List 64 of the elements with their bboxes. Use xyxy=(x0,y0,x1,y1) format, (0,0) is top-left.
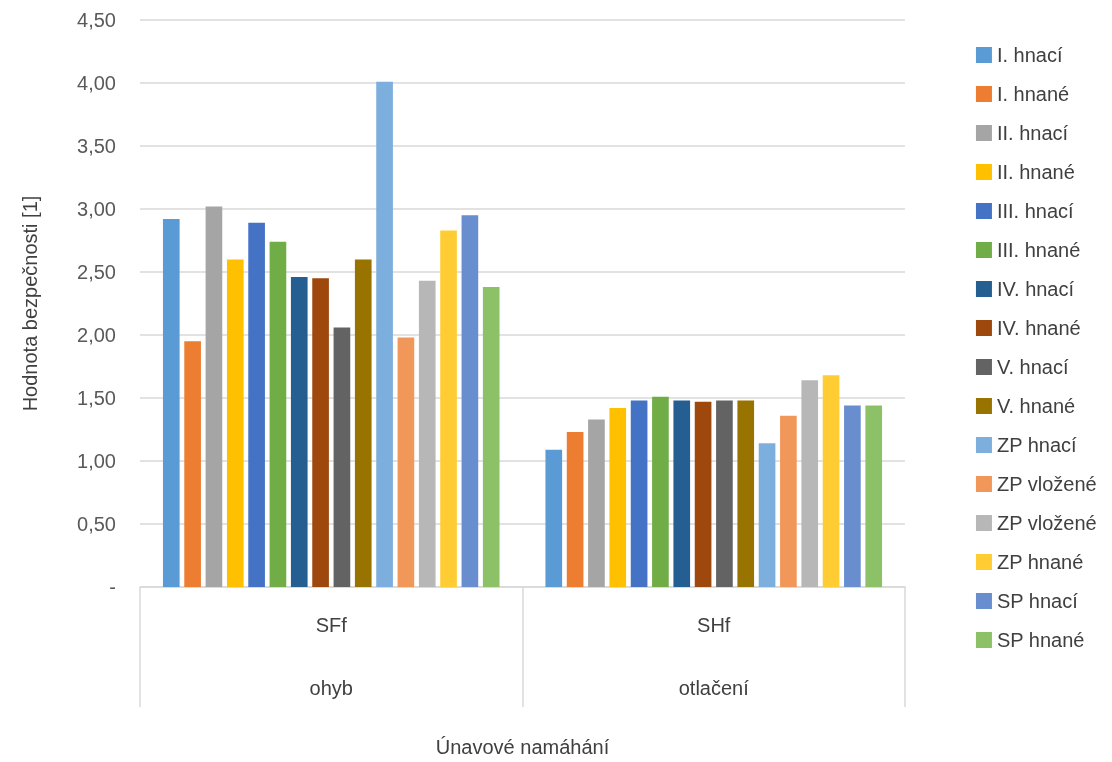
bar xyxy=(312,278,329,587)
bar xyxy=(652,396,669,587)
bar xyxy=(694,401,712,587)
y-tick-label: 1,00 xyxy=(77,450,116,472)
bar xyxy=(844,405,861,587)
y-tick-label: 4,00 xyxy=(77,72,116,94)
bar xyxy=(440,230,457,587)
bar xyxy=(290,277,308,587)
bar xyxy=(780,415,797,587)
y-tick-label: 0,50 xyxy=(77,513,116,535)
legend-label: IV. hnané xyxy=(996,317,1081,339)
legend-label: SP hnané xyxy=(996,629,1085,651)
bar xyxy=(630,400,648,587)
bar xyxy=(461,215,479,587)
bar xyxy=(482,287,500,587)
bar xyxy=(566,432,584,587)
legend-label: ZP hnané xyxy=(996,551,1084,573)
bar xyxy=(354,259,372,587)
legend-label: II. hnací xyxy=(996,122,1069,144)
bar xyxy=(226,259,244,587)
y-tick-label: 1,50 xyxy=(77,387,116,409)
x-tick-label: SHf xyxy=(697,614,731,636)
bar xyxy=(801,380,819,587)
y-tick-label: 4,50 xyxy=(77,9,116,31)
legend-label: III. hnané xyxy=(996,239,1081,261)
y-tick-label: 2,50 xyxy=(77,261,116,283)
bar xyxy=(269,241,287,587)
bar xyxy=(609,408,627,587)
bar xyxy=(333,327,351,587)
legend-label: II. hnané xyxy=(996,161,1075,183)
bar xyxy=(418,280,436,587)
bar xyxy=(758,443,776,587)
y-tick-label: 3,00 xyxy=(77,198,116,220)
bar xyxy=(545,449,563,587)
legend-label: SP hnací xyxy=(996,590,1079,612)
legend-label: ZP vložené xyxy=(996,512,1097,534)
bar xyxy=(184,341,201,587)
legend-label: ZP hnací xyxy=(996,434,1078,456)
bar xyxy=(716,400,733,587)
y-tick-label: - xyxy=(109,576,116,598)
bar xyxy=(822,375,840,587)
text: otlačení xyxy=(678,677,750,699)
legend-label: V. hnací xyxy=(996,356,1069,378)
bar xyxy=(865,405,883,587)
x-axis-title: Únavové namáhání xyxy=(435,736,610,758)
bar xyxy=(737,400,755,587)
x-tick-label: SFf xyxy=(315,614,348,636)
legend-label: III. hnací xyxy=(996,200,1075,222)
legend-label: ZP vložené xyxy=(996,473,1097,495)
bar xyxy=(588,419,605,587)
legend-label: IV. hnací xyxy=(996,278,1075,300)
legend-label: I. hnané xyxy=(996,83,1070,105)
bar xyxy=(397,337,415,587)
bar xyxy=(248,222,265,587)
bar xyxy=(673,400,691,587)
legend-label: V. hnané xyxy=(996,395,1076,417)
y-tick-label: 2,00 xyxy=(77,324,116,346)
bar xyxy=(376,81,393,587)
bar xyxy=(205,206,223,587)
y-tick-label: 3,50 xyxy=(77,135,116,157)
y-axis-title: Hodnota bezpečnosti [1] xyxy=(19,195,41,412)
legend-label: I. hnací xyxy=(996,44,1063,66)
text: ohyb xyxy=(309,677,353,699)
bar xyxy=(162,219,180,587)
